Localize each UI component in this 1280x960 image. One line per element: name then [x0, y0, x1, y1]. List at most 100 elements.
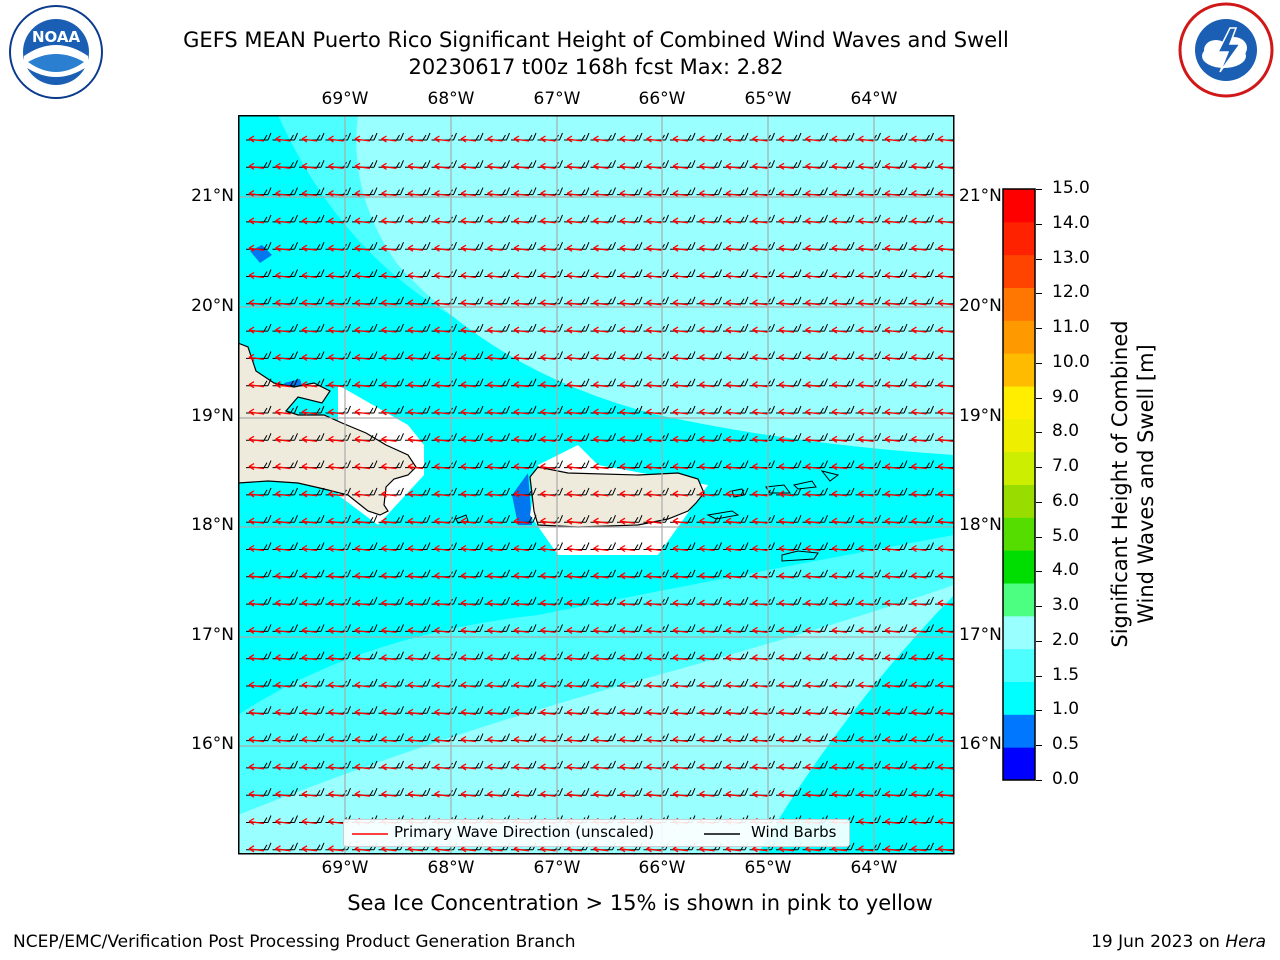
- wave-direction-arrow: [884, 736, 901, 744]
- vector-glyph: [458, 542, 484, 553]
- vector-glyph: [776, 378, 802, 389]
- vector-glyph: [458, 651, 484, 662]
- wave-direction-arrow: [858, 463, 874, 471]
- vector-glyph: [299, 788, 325, 798]
- wave-direction-arrow: [275, 381, 291, 389]
- colorbar-swatch: [1003, 287, 1035, 321]
- vector-glyph: [246, 733, 272, 744]
- vector-glyph: [643, 132, 669, 143]
- wave-direction-arrow: [513, 326, 530, 334]
- vector-glyph: [776, 569, 802, 580]
- nws-logo: [1178, 2, 1274, 98]
- wave-direction-arrow: [328, 162, 344, 170]
- vector-glyph: [299, 296, 325, 307]
- colorbar-swatch: [1003, 418, 1035, 453]
- wave-direction-arrow: [434, 353, 450, 361]
- wave-direction-arrow: [487, 271, 503, 280]
- vector-glyph: [352, 378, 378, 389]
- wave-direction-arrow: [646, 790, 662, 798]
- vector-glyph: [352, 678, 378, 689]
- wave-direction-arrow: [275, 463, 291, 471]
- wave-direction-arrow: [937, 763, 954, 771]
- wave-direction-arrow: [460, 381, 477, 389]
- colorbar-tick-label: 12.0: [1052, 282, 1090, 303]
- wave-direction-arrow: [937, 217, 954, 225]
- vector-glyph: [564, 160, 590, 170]
- wave-direction-arrow: [884, 353, 901, 361]
- forecast-map: [238, 115, 955, 855]
- vector-glyph: [246, 214, 272, 225]
- wave-direction-arrow: [911, 763, 927, 771]
- wave-direction-arrow: [884, 817, 901, 826]
- wave-direction-arrow: [858, 190, 874, 198]
- vector-glyph: [670, 405, 696, 416]
- wave-direction-arrow: [487, 654, 503, 662]
- wave-direction-arrow: [884, 244, 901, 252]
- wave-direction-arrow: [248, 654, 265, 662]
- wave-direction-arrow: [725, 217, 742, 225]
- vector-glyph: [882, 542, 908, 553]
- wave-direction-arrow: [434, 326, 450, 334]
- wave-direction-arrow: [593, 271, 609, 280]
- vector-glyph: [431, 515, 457, 525]
- vector-glyph: [723, 433, 749, 443]
- vector-glyph: [272, 706, 298, 716]
- vector-glyph: [723, 269, 749, 280]
- vector-glyph: [511, 242, 537, 252]
- vector-glyph: [405, 624, 431, 634]
- colorbar-tick-label: 9.0: [1052, 386, 1080, 407]
- vector-glyph: [670, 323, 696, 334]
- wave-direction-arrow: [540, 572, 556, 580]
- wave-direction-arrow: [911, 817, 927, 826]
- lon-label-bottom: 64°W: [850, 858, 898, 878]
- vector-glyph: [908, 296, 934, 307]
- vector-glyph: [405, 569, 431, 580]
- vector-glyph: [564, 651, 590, 662]
- wave-direction-arrow: [752, 217, 768, 225]
- wave-direction-arrow: [460, 435, 477, 443]
- vector-glyph: [246, 788, 272, 798]
- vector-glyph: [484, 242, 510, 252]
- wave-direction-arrow: [805, 517, 821, 525]
- vector-glyph: [246, 487, 272, 498]
- wave-direction-arrow: [805, 299, 821, 307]
- vector-glyph: [246, 651, 272, 662]
- vector-glyph: [882, 187, 908, 198]
- wave-direction-arrow: [566, 681, 583, 689]
- wave-direction-arrow: [911, 162, 927, 170]
- wave-direction-arrow: [434, 763, 450, 771]
- wave-direction-arrow: [381, 271, 397, 280]
- wave-direction-arrow: [593, 572, 609, 580]
- vector-glyph: [325, 569, 351, 580]
- vector-glyph: [749, 487, 775, 498]
- footer-host: Hera: [1225, 932, 1266, 952]
- vector-glyph: [272, 733, 298, 744]
- wave-direction-arrow: [619, 599, 636, 607]
- vector-glyph: [272, 378, 298, 389]
- vector-glyph: [352, 760, 378, 771]
- wave-direction-arrow: [672, 490, 689, 498]
- ocean-high-band-north: [356, 115, 954, 455]
- vector-glyph: [564, 433, 590, 443]
- wave-direction-arrow: [434, 244, 450, 252]
- lat-label-right: 16°N: [959, 734, 1002, 754]
- wave-direction-arrow: [805, 736, 821, 744]
- wave-direction-arrow: [937, 244, 954, 252]
- wave-direction-arrow: [805, 381, 821, 389]
- vector-glyph: [325, 651, 351, 662]
- vector-glyph: [352, 405, 378, 416]
- wave-direction-arrow: [699, 217, 715, 225]
- wave-direction-arrow: [301, 353, 318, 361]
- wave-direction-arrow: [884, 135, 901, 143]
- vector-glyph: [749, 242, 775, 252]
- wave-direction-arrow: [831, 654, 848, 662]
- wave-direction-arrow: [752, 326, 768, 334]
- wave-direction-arrow: [831, 790, 848, 798]
- wave-direction-arrow: [354, 381, 371, 389]
- wave-direction-arrow: [831, 381, 848, 389]
- wave-direction-arrow: [699, 517, 715, 525]
- wave-direction-arrow: [248, 271, 265, 280]
- vector-glyph: [723, 678, 749, 689]
- wave-direction-arrow: [487, 490, 503, 498]
- wave-direction-arrow: [354, 244, 371, 252]
